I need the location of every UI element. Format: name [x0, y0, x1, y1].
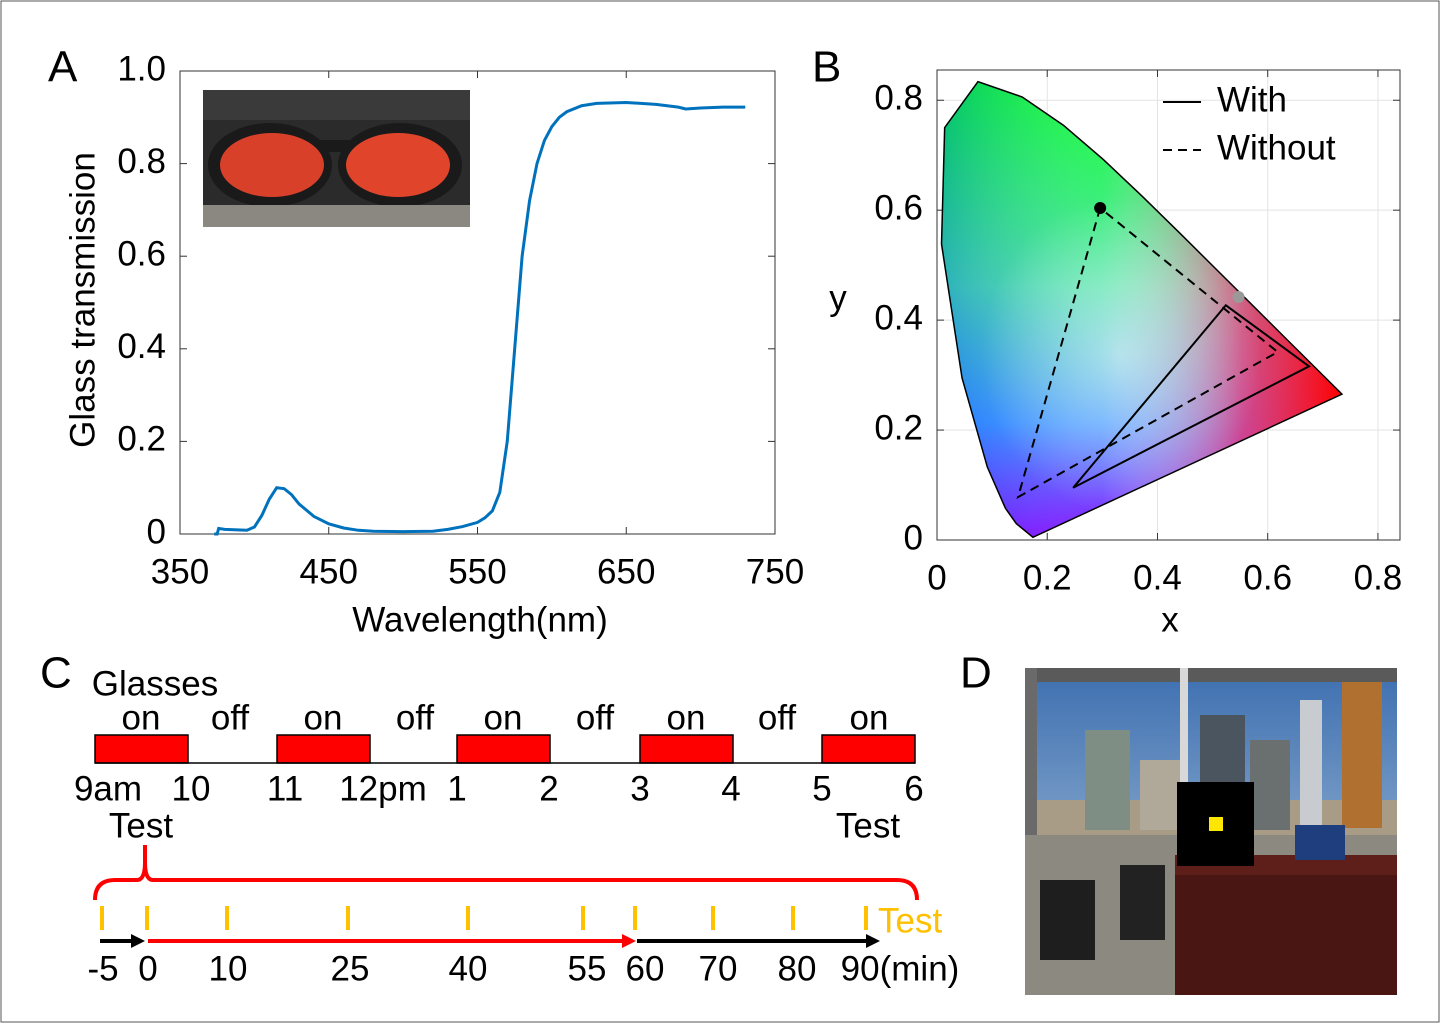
y-tick-label: 0.6 — [117, 234, 166, 273]
panel-label: A — [48, 43, 78, 92]
x-tick-label: 450 — [300, 552, 358, 591]
glasses-on-bar — [94, 734, 189, 764]
x-tick-label: 750 — [746, 552, 804, 591]
x-tick-label: 350 — [151, 552, 209, 591]
time-label: 1 — [447, 769, 466, 808]
arrow-head — [622, 934, 636, 948]
time-label: 11 — [267, 769, 303, 808]
panel-label: C — [40, 649, 72, 698]
spectral-locus — [940, 80, 1344, 539]
x-tick-label: 0.4 — [1133, 558, 1182, 597]
minute-label: 70 — [699, 949, 738, 988]
arrow-head — [131, 934, 145, 948]
x-axis-label: Wavelength(nm) — [352, 600, 607, 639]
time-label: 10 — [172, 769, 211, 808]
state-label: off — [758, 698, 797, 737]
glasses-on-bar — [276, 734, 371, 764]
x-tick-label: 650 — [597, 552, 655, 591]
minute-label: 80 — [778, 949, 817, 988]
minute-label: 10 — [209, 949, 248, 988]
y-tick-label: 0.8 — [117, 142, 166, 181]
time-label: 5 — [812, 769, 831, 808]
time-label: 3 — [630, 769, 649, 808]
state-label: off — [396, 698, 435, 737]
glasses-on-bar — [821, 734, 916, 764]
x-tick-label: 0.2 — [1023, 558, 1072, 597]
primary-point — [1232, 291, 1245, 304]
state-label: on — [304, 698, 343, 737]
primary-point — [1094, 201, 1107, 214]
minute-label: 55 — [568, 949, 607, 988]
minute-label: -5 — [87, 949, 118, 988]
y-tick-label: 0.2 — [117, 420, 166, 459]
plot-frame — [936, 69, 1401, 541]
y-axis-label: Glass transmission — [63, 152, 102, 448]
time-label: 9am — [74, 769, 142, 808]
time-label: 4 — [721, 769, 740, 808]
state-label: on — [850, 698, 889, 737]
legend-label: With — [1217, 80, 1287, 119]
time-label: 12pm — [339, 769, 427, 808]
y-tick-label: 0.2 — [874, 408, 923, 447]
panel-label: D — [960, 649, 992, 698]
minute-label: 90(min) — [841, 949, 960, 988]
minute-label: 60 — [626, 949, 665, 988]
glasses-label: Glasses — [92, 664, 218, 703]
plot-frame — [179, 70, 776, 535]
gamut-triangle — [1016, 206, 1280, 500]
test-label: Test — [836, 806, 900, 845]
state-label: on — [667, 698, 706, 737]
state-label: on — [122, 698, 161, 737]
y-axis-label: y — [829, 278, 847, 317]
state-label: on — [484, 698, 523, 737]
test-bracket — [93, 845, 919, 901]
x-axis-label: x — [1161, 600, 1179, 639]
x-tick-label: 0.6 — [1243, 558, 1292, 597]
glasses-on-bar — [639, 734, 734, 764]
office-photo — [1025, 668, 1397, 995]
test-label: Test — [109, 806, 173, 845]
x-tick-label: 0.8 — [1354, 558, 1403, 597]
state-label: off — [211, 698, 250, 737]
arrow-head — [866, 934, 880, 948]
panel-label: B — [812, 43, 841, 92]
y-tick-label: 0.8 — [874, 78, 923, 117]
transmission-line — [214, 100, 746, 536]
y-tick-label: 1.0 — [117, 49, 166, 88]
minute-label: 0 — [138, 949, 157, 988]
y-tick-label: 0.4 — [874, 298, 923, 337]
y-tick-label: 0 — [904, 518, 923, 557]
y-tick-label: 0 — [147, 512, 166, 551]
minute-label: 40 — [449, 949, 488, 988]
test-marker: Test — [878, 901, 942, 940]
x-tick-label: 0 — [927, 558, 946, 597]
y-tick-label: 0.4 — [117, 327, 166, 366]
gamut-triangle — [1072, 303, 1311, 489]
x-tick-label: 550 — [448, 552, 506, 591]
legend-label: Without — [1217, 128, 1336, 167]
y-tick-label: 0.6 — [874, 188, 923, 227]
time-label: 2 — [539, 769, 558, 808]
time-label: 6 — [904, 769, 923, 808]
glasses-on-bar — [456, 734, 551, 764]
minute-label: 25 — [331, 949, 370, 988]
glasses-photo — [203, 90, 470, 227]
state-label: off — [576, 698, 615, 737]
